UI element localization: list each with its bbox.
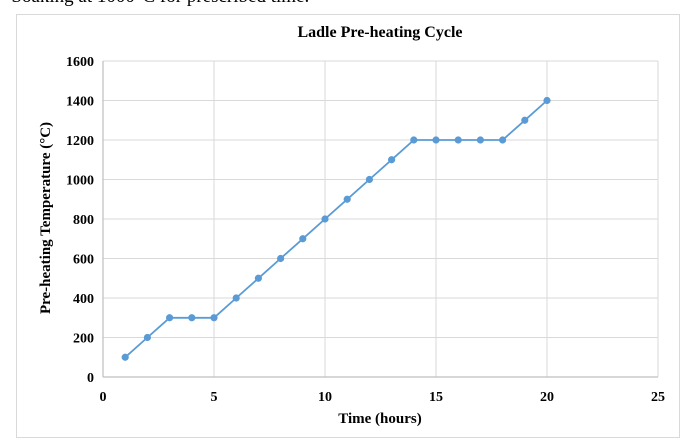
y-tick-label: 400 <box>73 292 94 307</box>
data-point <box>543 96 551 105</box>
x-tick-label: 10 <box>318 390 332 405</box>
data-point <box>143 333 151 342</box>
data-point <box>232 294 240 302</box>
x-tick-label: 20 <box>540 390 554 405</box>
y-axis-label: Pre-heating Temperature (°C) <box>38 122 54 314</box>
chart-frame <box>16 14 680 438</box>
data-point <box>476 136 484 144</box>
y-tick-label: 0 <box>87 371 94 386</box>
x-tick-label: 5 <box>211 390 218 405</box>
data-point <box>254 274 262 282</box>
chart-title: Ladle Pre-heating Cycle <box>297 24 462 41</box>
data-point <box>521 116 529 124</box>
y-tick-label: 800 <box>73 213 94 228</box>
data-point <box>410 136 418 144</box>
y-tick-label: 1600 <box>66 55 94 70</box>
data-point <box>210 314 218 322</box>
data-point <box>343 195 351 203</box>
data-point <box>277 254 285 263</box>
gridlines <box>103 60 659 377</box>
y-tick-label: 1200 <box>66 134 94 149</box>
data-point <box>365 175 373 184</box>
x-tick-labels: 0 5 10 15 20 25 <box>100 390 666 405</box>
data-point <box>321 215 329 223</box>
y-tick-labels: 0 200 400 600 800 1000 1200 1400 1600 <box>66 55 94 386</box>
x-axis-label: Time (hours) <box>338 411 421 427</box>
data-point <box>454 136 462 144</box>
data-point <box>432 136 440 144</box>
x-tick-label: 0 <box>100 390 107 405</box>
data-point <box>166 314 174 322</box>
data-point <box>188 314 196 322</box>
data-point <box>299 235 307 243</box>
axes <box>102 61 658 378</box>
data-point <box>121 353 129 361</box>
y-tick-label: 1000 <box>66 174 94 189</box>
data-point <box>388 156 396 164</box>
data-point <box>499 136 507 144</box>
page-top-text: • Soaking at 1000°C for prescribed time. <box>0 0 309 8</box>
series-line <box>124 99 548 358</box>
x-tick-label: 25 <box>651 390 665 405</box>
y-tick-label: 1400 <box>66 95 94 110</box>
y-tick-label: 600 <box>73 253 94 268</box>
y-tick-label: 200 <box>73 332 94 347</box>
data-points <box>121 96 551 361</box>
x-tick-label: 15 <box>429 390 443 405</box>
